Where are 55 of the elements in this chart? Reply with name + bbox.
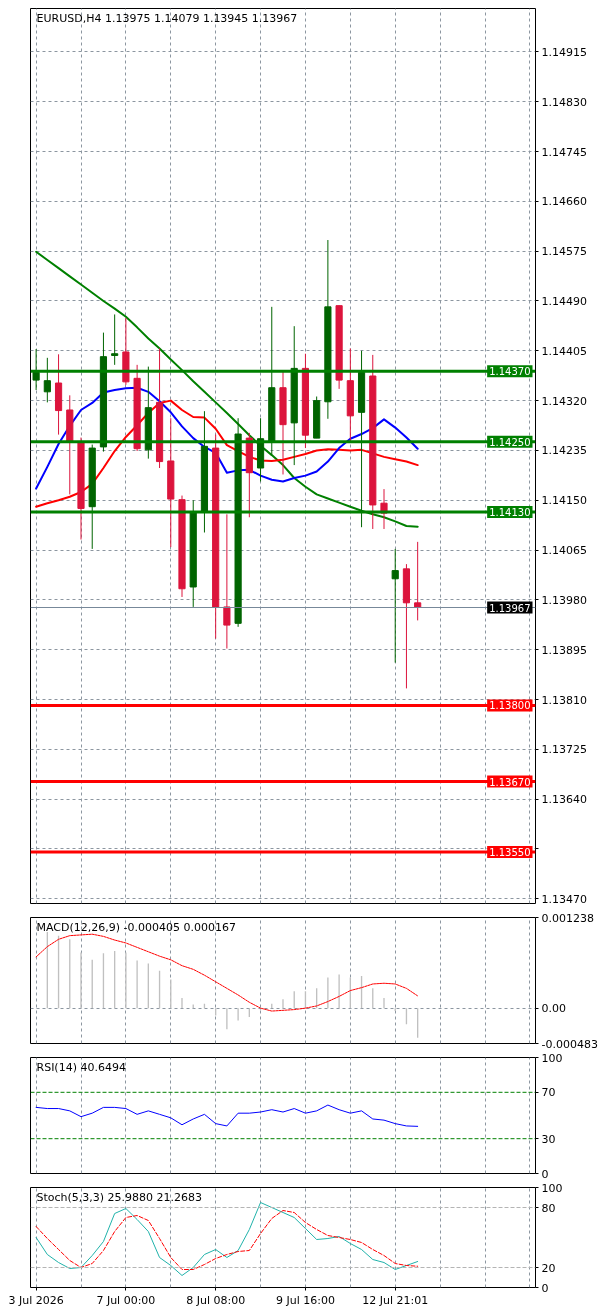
- line-series: [35, 1202, 419, 1276]
- y-tick-label: 70: [541, 1086, 556, 1100]
- y-tick-label: 1.14320: [541, 394, 587, 408]
- y-tick-label: 0.00: [541, 1002, 566, 1016]
- ref-line-label: 1.13800: [489, 700, 531, 712]
- line-series: [35, 386, 419, 490]
- ref-line-label: 1.13670: [489, 776, 531, 788]
- ref-line-label: 1.14250: [489, 436, 531, 448]
- y-tick-label: 100: [541, 1051, 563, 1065]
- candlestick: [391, 548, 399, 664]
- y-tick-label: 1.14150: [541, 494, 587, 508]
- y-tick-label: 1.13895: [541, 643, 587, 657]
- chart-title: MACD(12,26,9) -0.000405 0.000167: [36, 920, 236, 934]
- y-tick-label: -0.000483: [541, 1037, 598, 1051]
- x-tick-label: 12 Jul 21:01: [362, 1293, 429, 1307]
- y-tick-label: 1.13725: [541, 743, 587, 757]
- y-tick-label: 1.14235: [541, 444, 587, 458]
- candlestick: [223, 513, 231, 650]
- y-tick-label: 100: [541, 1181, 563, 1195]
- candlestick: [43, 357, 51, 403]
- y-tick-label: 1.13810: [541, 693, 587, 707]
- x-tick-label: 9 Jul 16:00: [275, 1293, 335, 1307]
- y-tick-label: 1.14405: [541, 344, 587, 358]
- y-tick-label: 0.001238: [541, 911, 594, 925]
- y-tick-label: 0: [541, 1281, 549, 1295]
- y-tick-label: 1.14830: [541, 95, 587, 109]
- y-tick-label: 1.13980: [541, 593, 587, 607]
- y-tick-label: 80: [541, 1201, 556, 1215]
- chart-title: EURUSD,H4 1.13975 1.14079 1.13945 1.13967: [36, 11, 298, 25]
- y-tick-label: 1.14575: [541, 245, 587, 259]
- candlestick: [32, 348, 40, 391]
- ref-line-label: 1.14370: [489, 366, 531, 378]
- ref-line-label: 1.13550: [489, 846, 531, 858]
- x-tick-label: 7 Jul 00:00: [96, 1293, 156, 1307]
- y-tick-label: 1.14490: [541, 294, 587, 308]
- y-tick-label: 1.14745: [541, 145, 587, 159]
- line-series: [35, 1210, 419, 1270]
- line-series: [35, 399, 419, 508]
- y-tick-label: 1.13640: [541, 793, 587, 807]
- chart-title: Stoch(5,3,3) 25.9880 21.2683: [36, 1190, 203, 1204]
- chart-title: RSI(14) 40.6494: [36, 1060, 126, 1074]
- ref-line-label: 1.14130: [489, 506, 531, 518]
- y-tick-label: 1.13470: [541, 892, 587, 906]
- y-tick-label: 20: [541, 1261, 556, 1275]
- x-tick-label: 3 Jul 2026: [8, 1293, 64, 1307]
- y-tick-label: 30: [541, 1132, 556, 1146]
- candlestick: [111, 313, 119, 366]
- y-tick-label: 1.14915: [541, 45, 587, 59]
- line-series: [35, 933, 419, 1012]
- x-tick-label: 8 Jul 08:00: [186, 1293, 246, 1307]
- y-tick-label: 1.14660: [541, 195, 587, 209]
- ref-line-label: 1.13967: [489, 602, 531, 614]
- y-tick-label: 1.14065: [541, 544, 587, 558]
- line-series: [35, 1104, 419, 1127]
- y-tick-label: 0: [541, 1167, 549, 1181]
